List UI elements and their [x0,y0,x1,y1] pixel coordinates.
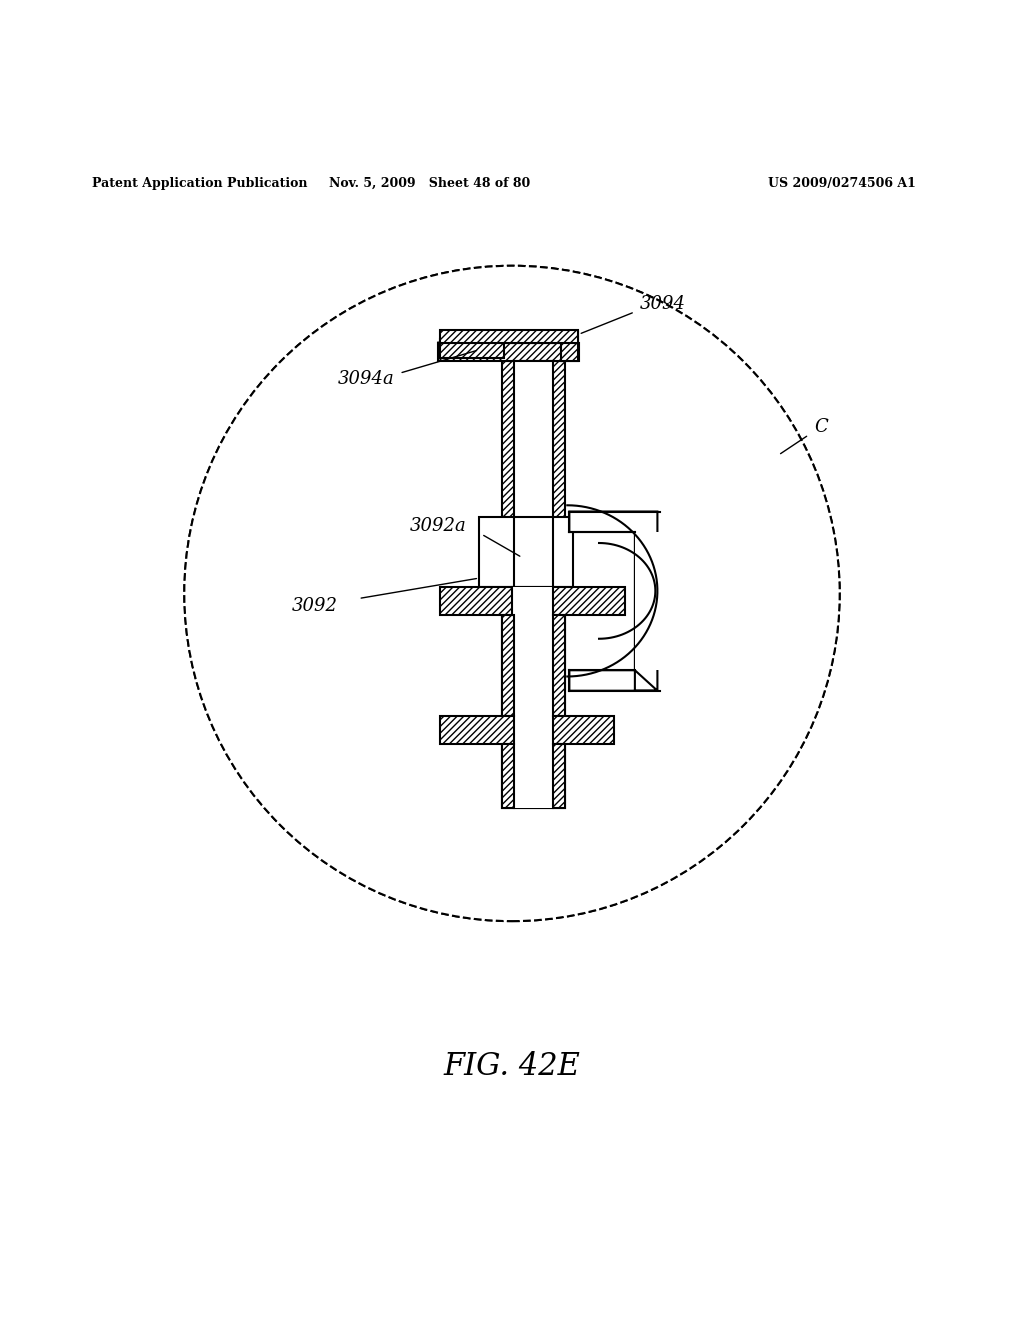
Text: Patent Application Publication: Patent Application Publication [92,177,307,190]
Bar [438,343,579,360]
Bar [635,532,678,671]
Text: C: C [814,417,827,436]
Polygon shape [438,343,457,355]
Bar [561,333,578,360]
Bar [440,717,614,744]
Bar [514,744,553,808]
Text: 3092: 3092 [292,597,338,615]
Bar [502,615,565,717]
Bar [512,587,553,615]
Text: FIG. 42E: FIG. 42E [443,1051,581,1081]
Bar [502,744,565,808]
Bar [502,360,565,808]
Bar [440,339,504,358]
Bar [440,330,578,343]
Text: 3094a: 3094a [338,370,394,388]
Text: 3092a: 3092a [410,517,466,535]
Bar [479,516,573,587]
Bar [514,717,553,744]
Bar [514,615,553,717]
Circle shape [184,265,840,921]
Bar [514,360,553,587]
Text: 3094: 3094 [640,294,686,313]
Bar [440,587,625,615]
Text: US 2009/0274506 A1: US 2009/0274506 A1 [768,177,915,190]
Text: Nov. 5, 2009   Sheet 48 of 80: Nov. 5, 2009 Sheet 48 of 80 [330,177,530,190]
Polygon shape [569,512,657,690]
